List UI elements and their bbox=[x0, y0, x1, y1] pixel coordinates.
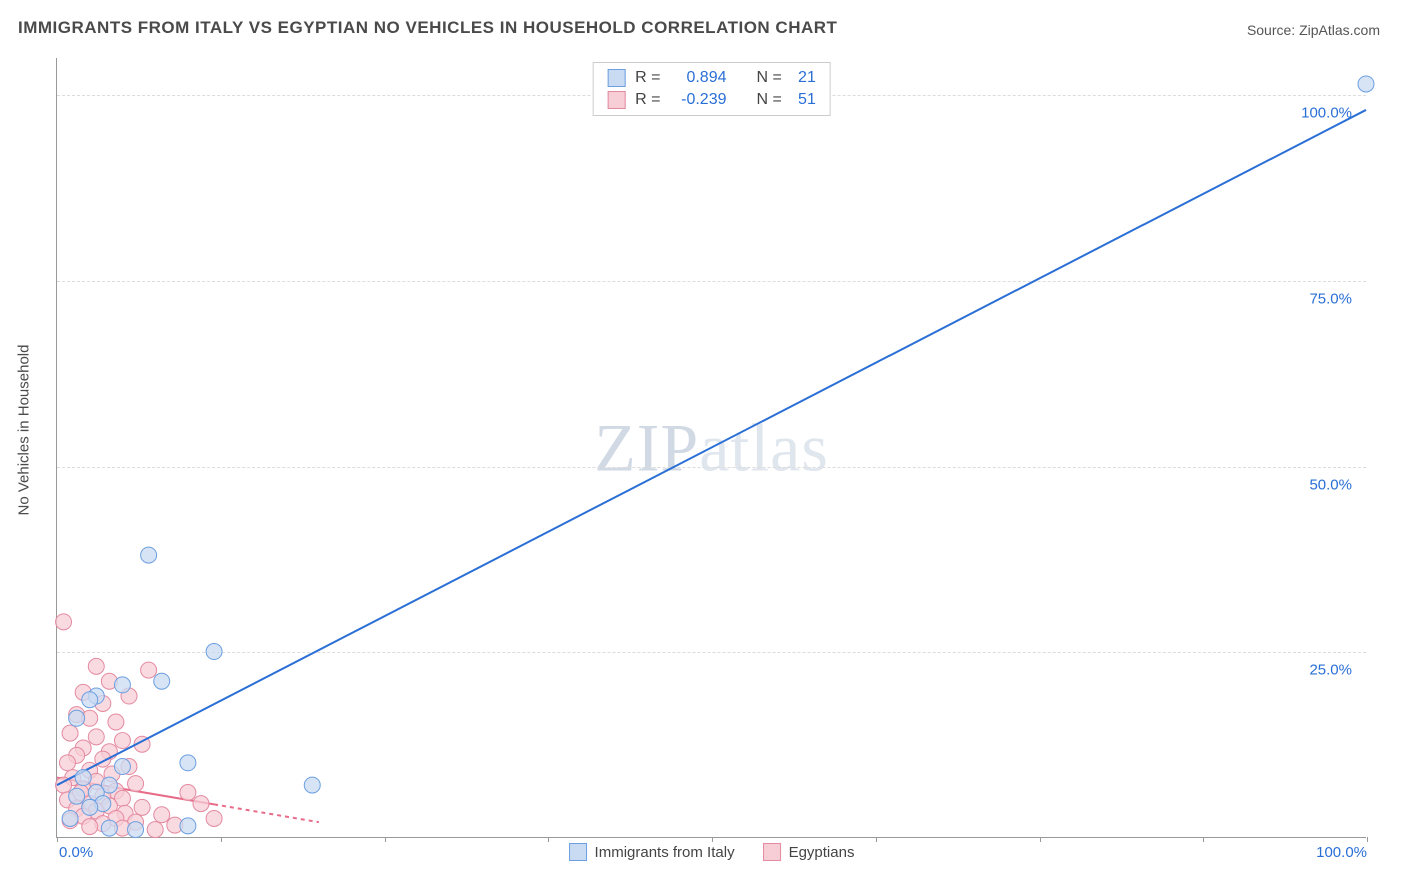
x-tick-mark bbox=[57, 837, 58, 842]
stat-legend: R = 0.894 N = 21 R = -0.239 N = 51 bbox=[592, 62, 831, 116]
series-legend: Immigrants from Italy Egyptians bbox=[569, 843, 855, 861]
legend-swatch-egypt bbox=[763, 843, 781, 861]
stat-row-egypt: R = -0.239 N = 51 bbox=[607, 89, 816, 111]
r-value-italy: 0.894 bbox=[671, 69, 727, 87]
source-value: ZipAtlas.com bbox=[1299, 22, 1380, 38]
source-label: Source: bbox=[1247, 22, 1295, 38]
scatter-svg bbox=[57, 58, 1366, 837]
n-label: N = bbox=[757, 69, 782, 87]
chart-title: IMMIGRANTS FROM ITALY VS EGYPTIAN NO VEH… bbox=[18, 18, 837, 38]
plot-area: ZIPatlas 25.0%50.0%75.0%100.0% R = 0.894… bbox=[56, 58, 1366, 838]
r-label: R = bbox=[635, 69, 660, 87]
x-tick-mark bbox=[548, 837, 549, 842]
x-tick-0: 0.0% bbox=[59, 844, 93, 861]
n-label: N = bbox=[757, 91, 782, 109]
swatch-italy bbox=[607, 69, 625, 87]
legend-item-italy: Immigrants from Italy bbox=[569, 843, 735, 861]
r-label: R = bbox=[635, 91, 660, 109]
x-tick-mark bbox=[876, 837, 877, 842]
r-value-egypt: -0.239 bbox=[671, 91, 727, 109]
legend-label-italy: Immigrants from Italy bbox=[595, 844, 735, 861]
legend-swatch-italy bbox=[569, 843, 587, 861]
x-tick-mark bbox=[1040, 837, 1041, 842]
y-axis-label: No Vehicles in Household bbox=[16, 345, 33, 516]
legend-item-egypt: Egyptians bbox=[763, 843, 855, 861]
source-attribution: Source: ZipAtlas.com bbox=[1247, 22, 1380, 38]
stat-row-italy: R = 0.894 N = 21 bbox=[607, 67, 816, 89]
n-value-egypt: 51 bbox=[792, 91, 816, 109]
n-value-italy: 21 bbox=[792, 69, 816, 87]
swatch-egypt bbox=[607, 91, 625, 109]
x-tick-mark bbox=[221, 837, 222, 842]
x-tick-mark bbox=[385, 837, 386, 842]
x-tick-mark bbox=[712, 837, 713, 842]
x-tick-mark bbox=[1203, 837, 1204, 842]
x-tick-mark bbox=[1367, 837, 1368, 842]
x-tick-100: 100.0% bbox=[1316, 844, 1367, 861]
legend-label-egypt: Egyptians bbox=[789, 844, 855, 861]
